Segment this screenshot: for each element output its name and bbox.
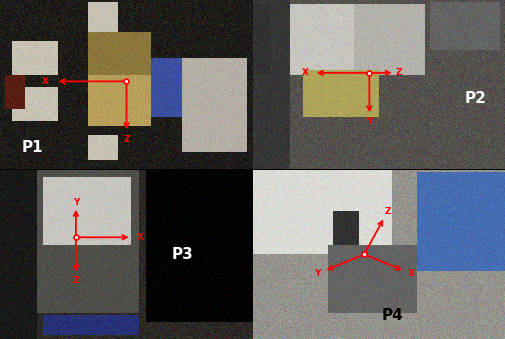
Text: Y: Y xyxy=(73,198,79,207)
FancyArrowPatch shape xyxy=(366,255,399,270)
FancyArrowPatch shape xyxy=(78,235,127,240)
FancyArrowPatch shape xyxy=(74,212,78,235)
Text: X: X xyxy=(301,68,308,77)
Text: Y: Y xyxy=(366,117,372,126)
Text: P1: P1 xyxy=(22,140,43,155)
FancyArrowPatch shape xyxy=(371,71,389,75)
FancyArrowPatch shape xyxy=(318,71,366,75)
FancyArrowPatch shape xyxy=(328,255,361,270)
Text: X: X xyxy=(41,77,48,86)
Text: X: X xyxy=(136,233,143,242)
FancyArrowPatch shape xyxy=(365,221,381,252)
Text: Z: Z xyxy=(123,135,129,144)
Text: Z: Z xyxy=(394,68,401,77)
Text: Z: Z xyxy=(384,207,390,216)
Text: P4: P4 xyxy=(381,308,402,323)
FancyArrowPatch shape xyxy=(74,240,78,270)
FancyArrowPatch shape xyxy=(124,84,128,127)
Text: X: X xyxy=(407,269,414,278)
FancyArrowPatch shape xyxy=(60,79,124,84)
Text: Y: Y xyxy=(314,269,320,278)
Text: P2: P2 xyxy=(464,91,486,106)
Text: P3: P3 xyxy=(171,247,192,262)
Text: Z: Z xyxy=(73,276,79,285)
FancyArrowPatch shape xyxy=(367,76,371,111)
